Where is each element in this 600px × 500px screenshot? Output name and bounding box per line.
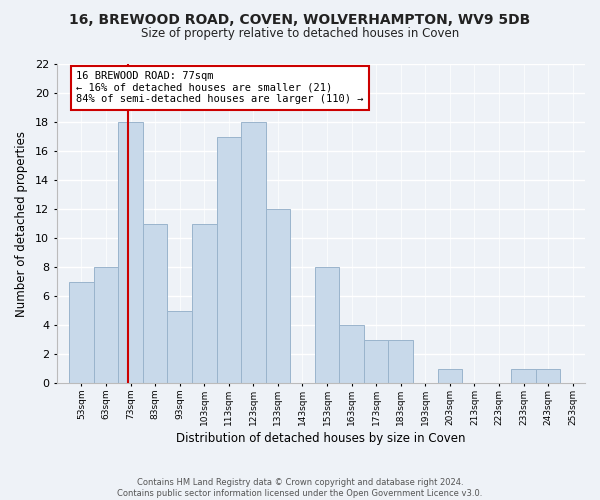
X-axis label: Distribution of detached houses by size in Coven: Distribution of detached houses by size … [176,432,466,445]
Bar [511,368,536,383]
Bar [192,224,217,383]
Y-axis label: Number of detached properties: Number of detached properties [15,130,28,316]
Text: Size of property relative to detached houses in Coven: Size of property relative to detached ho… [141,28,459,40]
Text: 16, BREWOOD ROAD, COVEN, WOLVERHAMPTON, WV9 5DB: 16, BREWOOD ROAD, COVEN, WOLVERHAMPTON, … [70,12,530,26]
Bar [340,325,364,383]
Bar [437,368,462,383]
Bar [388,340,413,383]
Bar [143,224,167,383]
Bar [69,282,94,383]
Bar [315,267,340,383]
Bar [94,267,118,383]
Text: 16 BREWOOD ROAD: 77sqm
← 16% of detached houses are smaller (21)
84% of semi-det: 16 BREWOOD ROAD: 77sqm ← 16% of detached… [76,72,364,104]
Bar [241,122,266,383]
Bar [167,310,192,383]
Bar [536,368,560,383]
Text: Contains HM Land Registry data © Crown copyright and database right 2024.
Contai: Contains HM Land Registry data © Crown c… [118,478,482,498]
Bar [118,122,143,383]
Bar [266,209,290,383]
Bar [217,136,241,383]
Bar [364,340,388,383]
